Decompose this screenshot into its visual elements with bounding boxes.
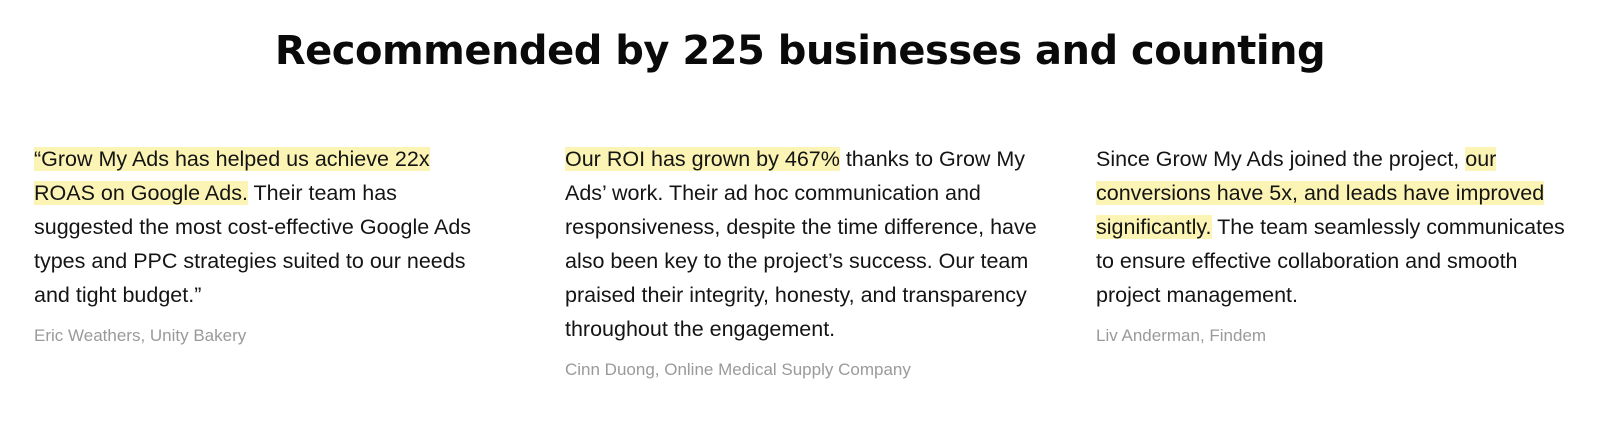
- testimonial-quote: Our ROI has grown by 467% thanks to Grow…: [565, 142, 1040, 346]
- testimonial-quote: Since Grow My Ads joined the project, ou…: [1096, 142, 1566, 312]
- quote-highlight: Our ROI has grown by 467%: [565, 147, 840, 171]
- testimonial-quote: “Grow My Ads has helped us achieve 22x R…: [34, 142, 479, 312]
- testimonial-card: Our ROI has grown by 467% thanks to Grow…: [565, 142, 1040, 381]
- section-heading: Recommended by 225 businesses and counti…: [274, 28, 1326, 74]
- testimonial-card: “Grow My Ads has helped us achieve 22x R…: [34, 142, 479, 347]
- quote-text-after: Their team has suggested the most cost-e…: [34, 181, 472, 307]
- testimonial-card: Since Grow My Ads joined the project, ou…: [1096, 142, 1566, 347]
- quote-text-after: The team seamlessly communicates to ensu…: [1096, 215, 1565, 307]
- testimonial-author: Liv Anderman, Findem: [1096, 326, 1267, 345]
- testimonial-author: Cinn Duong, Online Medical Supply Compan…: [565, 360, 911, 379]
- quote-text-before: Since Grow My Ads joined the project,: [1096, 147, 1466, 171]
- testimonial-author: Eric Weathers, Unity Bakery: [34, 326, 247, 345]
- quote-text-after: thanks to Grow My Ads’ work. Their ad ho…: [565, 147, 1037, 341]
